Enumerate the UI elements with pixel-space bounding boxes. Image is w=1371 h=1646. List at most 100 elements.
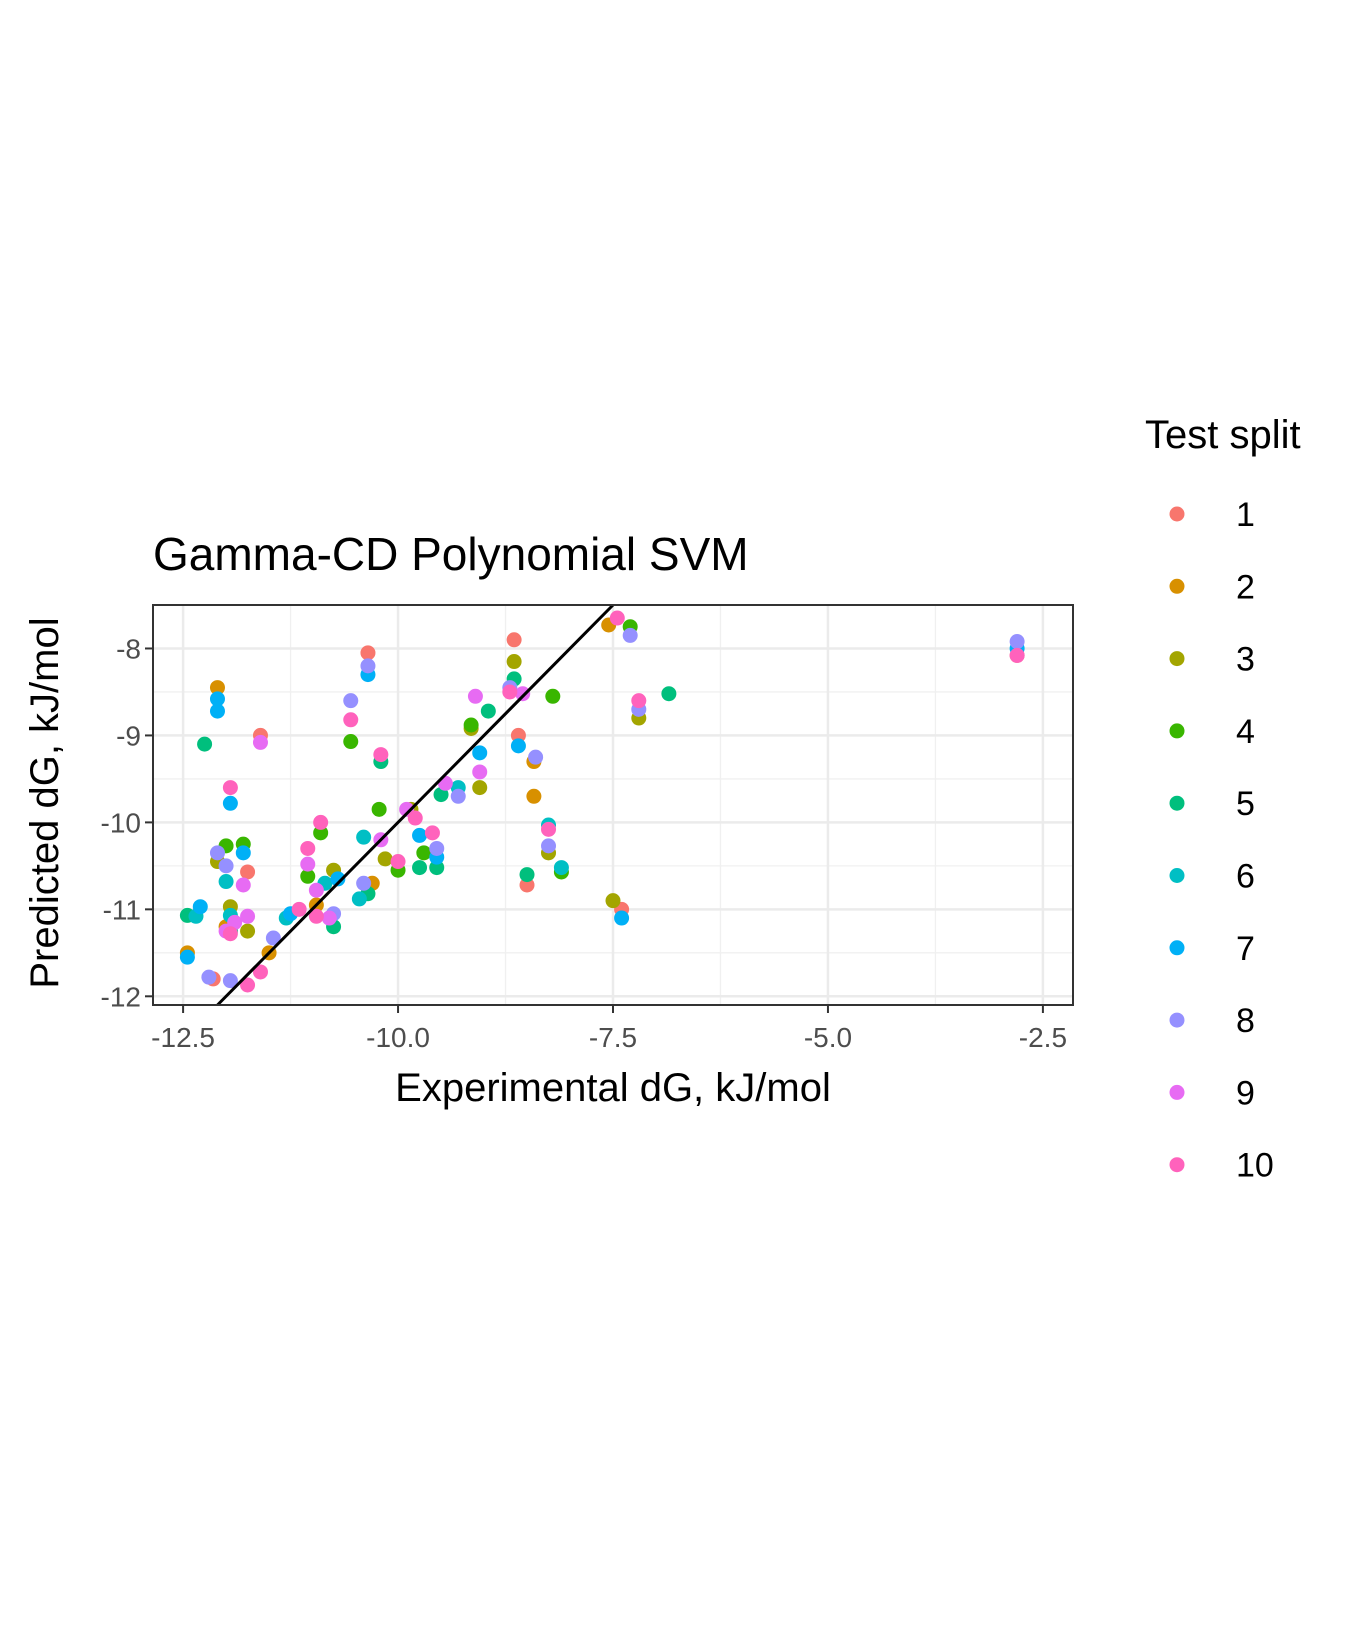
data-point-split-10 bbox=[300, 840, 316, 856]
data-point-split-10 bbox=[252, 964, 268, 980]
legend-label-3: 3 bbox=[1236, 641, 1255, 679]
data-point-split-7 bbox=[222, 795, 238, 811]
y-tick-label: -8 bbox=[116, 633, 141, 664]
data-point-split-5 bbox=[433, 787, 449, 803]
data-point-split-3 bbox=[472, 780, 488, 796]
data-point-split-8 bbox=[222, 973, 238, 989]
data-point-split-8 bbox=[209, 845, 225, 861]
legend-label-6: 6 bbox=[1236, 858, 1255, 896]
data-point-split-8 bbox=[201, 969, 217, 985]
data-point-split-9 bbox=[472, 764, 488, 780]
data-point-split-8 bbox=[343, 693, 359, 709]
data-point-split-5 bbox=[480, 703, 496, 719]
data-point-split-4 bbox=[371, 801, 387, 817]
x-tick-label: -12.5 bbox=[151, 1022, 215, 1053]
x-tick-label: -10.0 bbox=[366, 1022, 430, 1053]
data-point-split-7 bbox=[510, 738, 526, 754]
legend-key-9 bbox=[1169, 1084, 1185, 1100]
legend-key-5 bbox=[1169, 795, 1185, 811]
x-tick-label: -7.5 bbox=[589, 1022, 637, 1053]
data-point-split-4 bbox=[416, 845, 432, 861]
data-point-split-7 bbox=[179, 949, 195, 965]
y-tick-label: -10 bbox=[101, 807, 141, 838]
legend-label-2: 2 bbox=[1236, 568, 1255, 606]
data-point-split-9 bbox=[515, 686, 531, 702]
data-point-split-10 bbox=[407, 810, 423, 826]
legend-key-2 bbox=[1169, 578, 1185, 594]
y-tick-label: -12 bbox=[101, 981, 141, 1012]
data-point-split-10 bbox=[240, 977, 256, 993]
data-point-split-7 bbox=[209, 703, 225, 719]
data-point-split-8 bbox=[1009, 634, 1025, 650]
data-point-split-9 bbox=[300, 856, 316, 872]
y-axis: -12 -11 -10 -9 -8 bbox=[101, 633, 153, 1012]
legend-label-10: 10 bbox=[1236, 1147, 1274, 1185]
data-point-split-8 bbox=[265, 930, 281, 946]
x-tick-label: -2.5 bbox=[1019, 1022, 1067, 1053]
y-tick-label: -9 bbox=[116, 720, 141, 751]
data-point-split-10 bbox=[308, 908, 324, 924]
legend-key-7 bbox=[1169, 940, 1185, 956]
data-point-split-3 bbox=[377, 851, 393, 867]
data-point-split-10 bbox=[313, 814, 329, 830]
legend-label-4: 4 bbox=[1236, 713, 1255, 751]
data-point-split-7 bbox=[192, 899, 208, 915]
data-point-split-4 bbox=[463, 717, 479, 733]
x-tick-label: -5.0 bbox=[804, 1022, 852, 1053]
y-tick-label: -11 bbox=[103, 894, 141, 925]
data-point-split-7 bbox=[235, 845, 251, 861]
data-point-split-8 bbox=[218, 858, 234, 874]
data-point-split-10 bbox=[373, 747, 389, 763]
data-point-split-7 bbox=[330, 871, 346, 887]
plot-panel bbox=[152, 603, 1074, 1007]
data-point-split-4 bbox=[300, 868, 316, 884]
legend-items: 1 2 3 4 5 6 7 8 9 10 bbox=[1169, 496, 1274, 1185]
data-point-split-8 bbox=[450, 788, 466, 804]
legend-key-8 bbox=[1169, 1012, 1185, 1028]
legend-label-7: 7 bbox=[1236, 930, 1255, 968]
legend-key-6 bbox=[1169, 868, 1185, 883]
data-point-split-3 bbox=[605, 893, 621, 909]
data-point-split-2 bbox=[209, 680, 225, 696]
data-point-split-6 bbox=[356, 829, 372, 845]
data-point-split-8 bbox=[528, 749, 544, 765]
data-point-split-1 bbox=[506, 632, 522, 648]
data-point-split-9 bbox=[308, 882, 324, 898]
data-point-split-10 bbox=[222, 926, 238, 942]
data-point-split-7 bbox=[472, 745, 488, 761]
legend-key-4 bbox=[1169, 723, 1185, 739]
data-point-split-6 bbox=[218, 874, 234, 890]
data-point-split-10 bbox=[609, 610, 625, 626]
data-points bbox=[179, 610, 1025, 993]
chart-title: Gamma-CD Polynomial SVM bbox=[153, 528, 749, 580]
data-point-split-8 bbox=[541, 838, 557, 854]
legend-label-9: 9 bbox=[1236, 1074, 1255, 1112]
legend-label-5: 5 bbox=[1236, 785, 1255, 823]
data-point-split-5 bbox=[412, 860, 428, 876]
data-point-split-5 bbox=[197, 736, 213, 752]
data-point-split-10 bbox=[541, 821, 557, 837]
data-point-split-6 bbox=[351, 891, 367, 907]
data-point-split-10 bbox=[1009, 647, 1025, 663]
legend-title: Test split bbox=[1145, 413, 1301, 457]
data-point-split-10 bbox=[390, 854, 406, 870]
data-point-split-4 bbox=[343, 734, 359, 750]
data-point-split-7 bbox=[209, 691, 225, 707]
data-point-split-10 bbox=[424, 825, 440, 841]
data-point-split-3 bbox=[240, 923, 256, 939]
data-point-split-7 bbox=[614, 910, 630, 926]
legend: Test split 1 2 3 4 5 6 7 8 9 10 bbox=[1145, 413, 1301, 1185]
data-point-split-4 bbox=[545, 688, 561, 704]
legend-key-10 bbox=[1169, 1157, 1185, 1173]
data-point-split-6 bbox=[553, 860, 569, 876]
legend-label-1: 1 bbox=[1236, 496, 1255, 534]
data-point-split-1 bbox=[510, 727, 526, 743]
grid-major bbox=[153, 605, 1073, 1005]
data-point-split-9 bbox=[467, 688, 483, 704]
data-point-split-10 bbox=[631, 693, 647, 709]
data-point-split-9 bbox=[321, 910, 337, 926]
data-point-split-10 bbox=[343, 712, 359, 728]
data-point-split-8 bbox=[622, 627, 638, 643]
data-point-split-7 bbox=[412, 827, 428, 843]
data-point-split-5 bbox=[661, 686, 677, 702]
